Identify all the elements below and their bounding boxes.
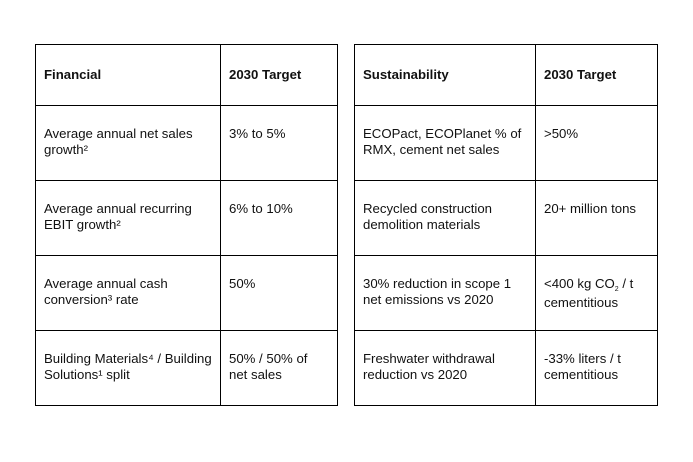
sustainability-targets-table: Sustainability 2030 Target ECOPact, ECOP… bbox=[354, 44, 658, 406]
metric-cell: Recycled construction demolition materia… bbox=[354, 180, 536, 256]
metric-cell: Average annual net sales growth² bbox=[35, 105, 221, 181]
financial-header: Financial bbox=[35, 44, 221, 106]
financial-targets-table: Financial 2030 Target Average annual net… bbox=[35, 44, 338, 406]
target-text: <400 kg CO bbox=[544, 276, 615, 291]
target-cell: -33% liters / t cementitious bbox=[535, 330, 658, 406]
target-header: 2030 Target bbox=[220, 44, 338, 106]
sustainability-header: Sustainability bbox=[354, 44, 536, 106]
target-cell: 50% bbox=[220, 255, 338, 331]
metric-cell: ECOPact, ECOPlanet % of RMX, cement net … bbox=[354, 105, 536, 181]
table-header-row: Sustainability 2030 Target bbox=[354, 44, 658, 106]
table-row: ECOPact, ECOPlanet % of RMX, cement net … bbox=[354, 105, 658, 181]
target-cell: 6% to 10% bbox=[220, 180, 338, 256]
target-cell: >50% bbox=[535, 105, 658, 181]
target-text: / t cementitious bbox=[544, 276, 634, 310]
target-header: 2030 Target bbox=[535, 44, 658, 106]
target-cell: 50% / 50% of net sales bbox=[220, 330, 338, 406]
table-row: Average annual cash conversion³ rate 50% bbox=[35, 255, 338, 331]
metric-cell: Freshwater withdrawal reduction vs 2020 bbox=[354, 330, 536, 406]
subscript-text: 2 bbox=[614, 286, 619, 293]
table-header-row: Financial 2030 Target bbox=[35, 44, 338, 106]
metric-cell: Building Materials⁴ / Building Solutions… bbox=[35, 330, 221, 406]
table-row: Recycled construction demolition materia… bbox=[354, 180, 658, 256]
table-row: Building Materials⁴ / Building Solutions… bbox=[35, 330, 338, 406]
target-cell: 20+ million tons bbox=[535, 180, 658, 256]
target-cell: 3% to 5% bbox=[220, 105, 338, 181]
table-row: Average annual net sales growth² 3% to 5… bbox=[35, 105, 338, 181]
metric-cell: Average annual recurring EBIT growth² bbox=[35, 180, 221, 256]
table-row: Freshwater withdrawal reduction vs 2020 … bbox=[354, 330, 658, 406]
table-row: 30% reduction in scope 1 net emissions v… bbox=[354, 255, 658, 331]
target-cell: <400 kg CO2 / t cementitious bbox=[535, 255, 658, 331]
metric-cell: 30% reduction in scope 1 net emissions v… bbox=[354, 255, 536, 331]
table-row: Average annual recurring EBIT growth² 6%… bbox=[35, 180, 338, 256]
metric-cell: Average annual cash conversion³ rate bbox=[35, 255, 221, 331]
